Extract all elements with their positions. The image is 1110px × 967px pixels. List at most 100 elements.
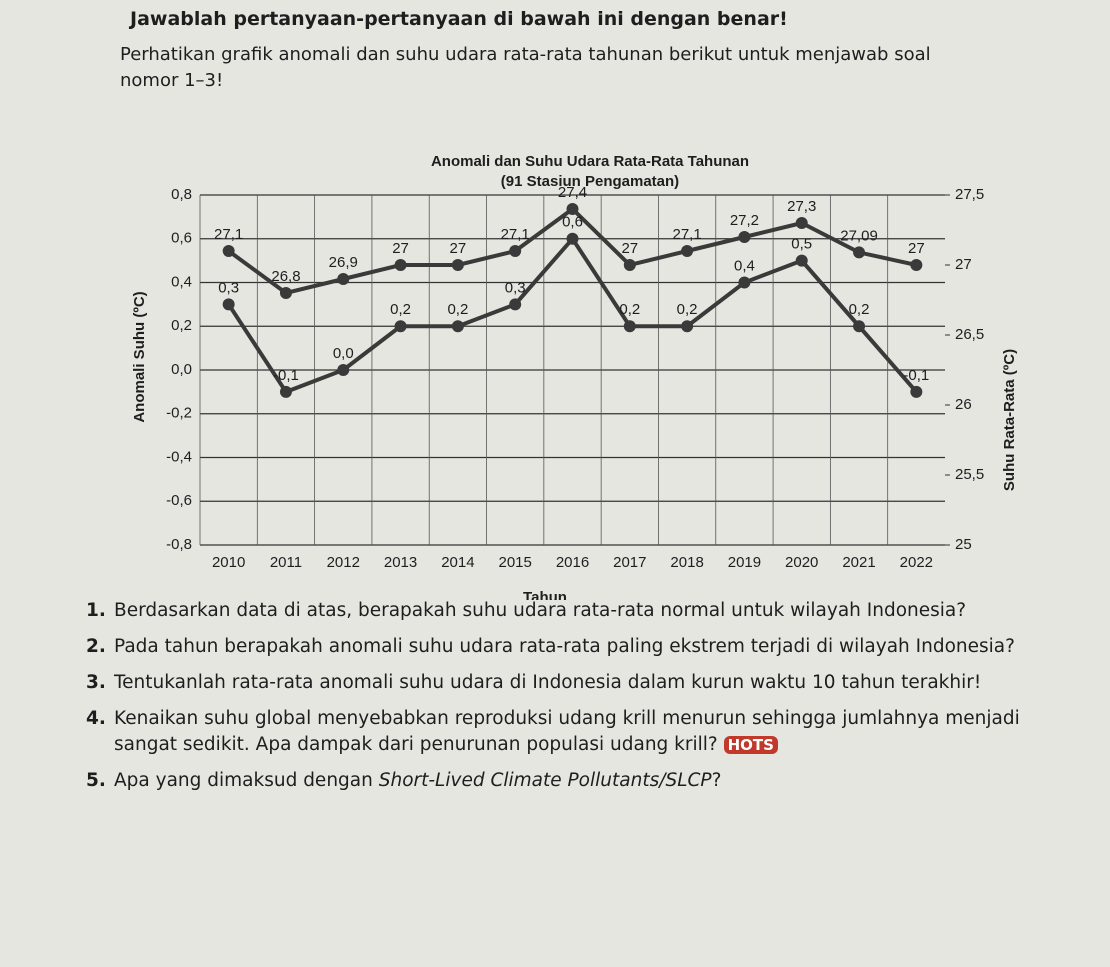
data-label: 26,8 — [271, 268, 300, 285]
question-text: Pada tahun berapakah anomali suhu udara … — [114, 634, 1015, 660]
y2-tick-label: 26,5 — [955, 326, 984, 343]
x-tick-label: 2015 — [499, 554, 532, 571]
data-point — [222, 298, 235, 311]
data-label: 27,2 — [730, 212, 759, 229]
y-tick-label: 0,8 — [171, 186, 192, 203]
data-point — [853, 246, 866, 259]
data-point — [738, 231, 751, 243]
x-tick-label: 2019 — [728, 554, 761, 571]
data-point — [509, 245, 522, 257]
data-point — [853, 320, 866, 333]
data-point — [509, 298, 522, 311]
data-label: 0,2 — [447, 301, 468, 318]
x-tick-label: 2014 — [441, 554, 474, 571]
data-label: 27,09 — [840, 227, 878, 244]
y2-tick-label: 25 — [955, 536, 972, 553]
data-label: 27,1 — [214, 226, 243, 243]
chart: Anomali dan Suhu Udara Rata-Rata Tahunan… — [131, 153, 1018, 600]
data-point — [451, 320, 464, 333]
instruction: Jawablah pertanyaan-pertanyaan di bawah … — [130, 8, 788, 30]
data-label: 27,1 — [673, 226, 702, 243]
data-point — [566, 203, 579, 215]
data-point — [681, 320, 694, 333]
italic-text: Short-Lived Climate Pollutants/SLCP — [378, 770, 712, 791]
x-tick-label: 2013 — [384, 554, 417, 571]
y2-tick-label: 25,5 — [955, 466, 984, 483]
y-tick-label: -0,6 — [166, 492, 192, 509]
data-label: 0,2 — [677, 301, 698, 318]
data-label: -0,1 — [903, 367, 929, 384]
data-label: 0,0 — [333, 345, 354, 362]
data-label: 0,4 — [734, 257, 755, 274]
data-label: 27 — [450, 240, 467, 257]
text: Berdasarkan data di atas, berapakah suhu… — [114, 600, 967, 621]
data-point — [222, 245, 235, 257]
data-point — [394, 320, 407, 333]
x-axis-title: Tahun — [523, 589, 567, 600]
question: 1. Berdasarkan data di atas, berapakah su… — [86, 598, 1076, 624]
data-label: 27,1 — [501, 226, 530, 243]
data-label: 27 — [908, 240, 925, 257]
question-number: 4. — [86, 708, 106, 729]
text: Kenaikan suhu global menyebabkan reprodu… — [114, 708, 1020, 755]
data-point — [566, 232, 579, 245]
x-tick-label: 2010 — [212, 554, 245, 571]
x-tick-label: 2022 — [900, 554, 933, 571]
data-label: -0,1 — [273, 367, 299, 384]
question: 3. Tentukanlah rata-rata anomali suhu uda… — [86, 670, 1076, 696]
text: Tentukanlah rata-rata anomali suhu udara… — [114, 672, 982, 693]
y2-tick-label: 27 — [955, 256, 972, 273]
question: 4. Kenaikan suhu global menyebabkan repro… — [86, 706, 1076, 758]
hots-badge: HOTS — [723, 736, 778, 754]
text: Apa yang dimaksud dengan — [114, 770, 379, 791]
data-point — [623, 320, 636, 333]
data-label: 0,2 — [849, 301, 870, 318]
y2-tick-label: 27,5 — [955, 186, 984, 203]
x-tick-label: 2020 — [785, 554, 818, 571]
data-label: 0,3 — [218, 279, 239, 296]
text: Pada tahun berapakah anomali suhu udara … — [114, 636, 1015, 657]
data-point — [910, 385, 923, 398]
questions: 1. Berdasarkan data di atas, berapakah su… — [86, 598, 1076, 804]
question: 2. Pada tahun berapakah anomali suhu udar… — [86, 634, 1076, 660]
y-tick-label: 0,0 — [171, 361, 192, 378]
question: 5. Apa yang dimaksud dengan Short-Lived C… — [86, 768, 1076, 794]
y-tick-label: -0,2 — [166, 405, 192, 422]
data-label: 0,2 — [619, 301, 640, 318]
data-label: 27,4 — [558, 184, 587, 201]
data-label: 0,3 — [505, 279, 526, 296]
data-point — [394, 259, 407, 271]
x-tick-label: 2012 — [327, 554, 360, 571]
data-point — [279, 287, 292, 299]
y-tick-label: 0,2 — [171, 317, 192, 334]
question-text: Kenaikan suhu global menyebabkan reprodu… — [114, 706, 1076, 758]
x-tick-label: 2011 — [270, 554, 302, 571]
x-tick-label: 2017 — [613, 554, 646, 571]
intro: Perhatikan grafik anomali dan suhu udara… — [120, 44, 931, 91]
data-label: 26,9 — [329, 254, 358, 271]
data-label: 27 — [621, 240, 638, 257]
text-end: ? — [711, 770, 722, 791]
data-point — [795, 217, 808, 229]
y-axis-title: Anomali Suhu (ºC) — [131, 291, 148, 422]
y2-tick-label: 26 — [955, 396, 972, 413]
data-label: 0,6 — [562, 214, 583, 231]
chart-subtitle: (91 Stasiun Pengamatan) — [501, 173, 679, 190]
chart-title: Anomali dan Suhu Udara Rata-Rata Tahunan — [431, 153, 749, 170]
data-label: 27,3 — [787, 198, 816, 215]
data-label: 0,5 — [791, 236, 812, 253]
y2-axis-title: Suhu Rata-Rata (ºC) — [1001, 349, 1018, 491]
question-text: Berdasarkan data di atas, berapakah suhu… — [114, 598, 966, 624]
x-tick-label: 2018 — [670, 554, 703, 571]
data-point — [451, 259, 464, 271]
data-label: 0,2 — [390, 301, 411, 318]
data-point — [910, 259, 923, 271]
question-text: Tentukanlah rata-rata anomali suhu udara… — [114, 670, 981, 696]
data-point — [681, 245, 694, 257]
question-number: 2. — [86, 636, 106, 657]
question-number: 1. — [86, 600, 106, 621]
question-number: 3. — [86, 672, 106, 693]
x-tick-label: 2021 — [842, 554, 875, 571]
data-point — [738, 276, 751, 289]
